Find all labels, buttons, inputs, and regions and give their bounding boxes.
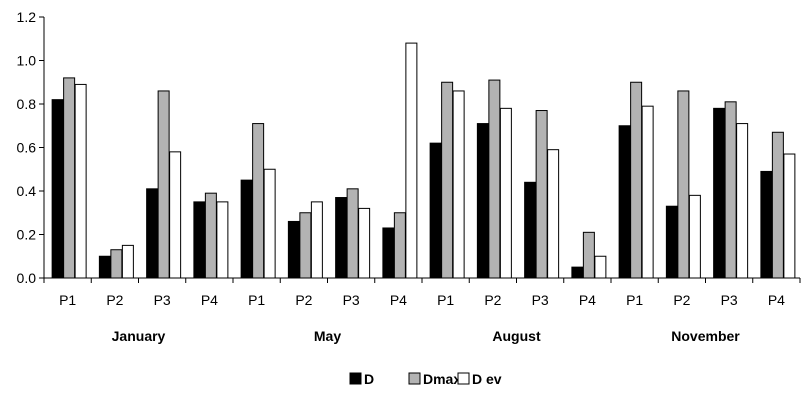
bar-d-ev xyxy=(74,83,87,279)
y-tick-label: 0.4 xyxy=(17,183,37,199)
bar-dmax xyxy=(488,79,501,279)
bar-d-ev xyxy=(263,168,276,279)
x-category-label: P3 xyxy=(721,292,738,308)
x-category-label: P2 xyxy=(484,292,501,308)
bar-d-ev xyxy=(499,107,512,279)
x-category-label: P4 xyxy=(579,292,596,308)
bar-d-ev xyxy=(358,207,371,279)
bar-d-ev xyxy=(783,153,796,279)
x-category-label: P2 xyxy=(295,292,312,308)
bar-dmax xyxy=(63,77,76,279)
bar-d xyxy=(618,125,631,279)
legend-swatch-d-ev xyxy=(457,372,470,385)
x-category-label: P4 xyxy=(390,292,407,308)
bar-d-ev xyxy=(121,244,134,279)
bar-d xyxy=(665,205,678,279)
x-category-label: P1 xyxy=(59,292,76,308)
x-category-label: P3 xyxy=(343,292,360,308)
x-category-label: P1 xyxy=(626,292,643,308)
bar-dmax xyxy=(630,81,643,279)
x-category-label: P3 xyxy=(532,292,549,308)
bar-d xyxy=(146,188,159,279)
axes-layer xyxy=(39,16,801,283)
bar-d xyxy=(571,266,584,279)
bar-d-ev xyxy=(641,105,654,279)
bar-d-ev xyxy=(405,42,418,279)
legend-label-dmax: Dmax xyxy=(423,371,461,387)
bar-d xyxy=(98,255,111,279)
legend-swatch-d xyxy=(349,372,362,385)
bar-dmax xyxy=(157,90,170,279)
bar-dmax xyxy=(204,192,217,279)
bar-d xyxy=(713,107,726,279)
bar-d xyxy=(240,179,253,279)
legend-label-d: D xyxy=(364,371,374,387)
bar-d xyxy=(524,181,537,279)
x-category-label: P1 xyxy=(437,292,454,308)
bar-d xyxy=(51,99,64,279)
bar-d-ev xyxy=(736,123,749,279)
y-tick-label: 1.2 xyxy=(17,9,37,25)
x-category-label: P3 xyxy=(154,292,171,308)
bar-dmax xyxy=(535,110,548,279)
bar-dmax xyxy=(299,212,312,279)
bar-d-ev xyxy=(594,255,607,279)
bar-d xyxy=(760,170,773,279)
x-group-label: August xyxy=(492,328,541,344)
bar-dmax xyxy=(393,212,406,279)
bar-dmax xyxy=(771,131,784,279)
labels-layer: 0.0 0.2 0.4 0.6 0.8 1.0 1.2 P1 P2 P3 P4 P1 P2 P3 P4 P1 P… xyxy=(17,9,786,344)
legend-swatch-dmax xyxy=(408,372,421,385)
bar-d-ev xyxy=(216,201,229,279)
x-group-label: May xyxy=(314,328,341,344)
x-category-label: P1 xyxy=(248,292,265,308)
x-category-label: P4 xyxy=(201,292,218,308)
bar-dmax xyxy=(110,249,123,279)
bar-dmax xyxy=(724,101,737,279)
bar-dmax xyxy=(677,90,690,279)
legend-label-d-ev: D ev xyxy=(472,371,502,387)
bar-d xyxy=(193,201,206,279)
y-tick-label: 0.6 xyxy=(17,140,37,156)
bar-dmax xyxy=(346,188,359,279)
legend: D Dmax D ev xyxy=(349,371,502,387)
bar-dmax xyxy=(441,81,454,279)
bar-d xyxy=(429,142,442,279)
bar-d-ev xyxy=(547,149,560,279)
x-group-label: January xyxy=(112,328,166,344)
y-tick-label: 0.2 xyxy=(17,227,37,243)
x-category-label: P2 xyxy=(106,292,123,308)
bar-dmax xyxy=(252,123,265,279)
bar-d-ev xyxy=(688,194,701,279)
y-tick-label: 0.0 xyxy=(17,270,37,286)
bar-d-ev xyxy=(452,90,465,279)
bars-layer xyxy=(51,42,796,279)
x-category-label: P2 xyxy=(673,292,690,308)
bar-d xyxy=(287,220,300,279)
bar-d-ev xyxy=(169,151,182,279)
y-tick-label: 0.8 xyxy=(17,96,37,112)
x-category-label: P4 xyxy=(768,292,785,308)
bar-d xyxy=(476,123,489,279)
bar-d xyxy=(335,197,348,279)
bar-dmax xyxy=(582,231,595,279)
bar-d xyxy=(382,227,395,279)
bar-d-ev xyxy=(310,201,323,279)
x-group-label: November xyxy=(671,328,740,344)
y-tick-label: 1.0 xyxy=(17,53,37,69)
